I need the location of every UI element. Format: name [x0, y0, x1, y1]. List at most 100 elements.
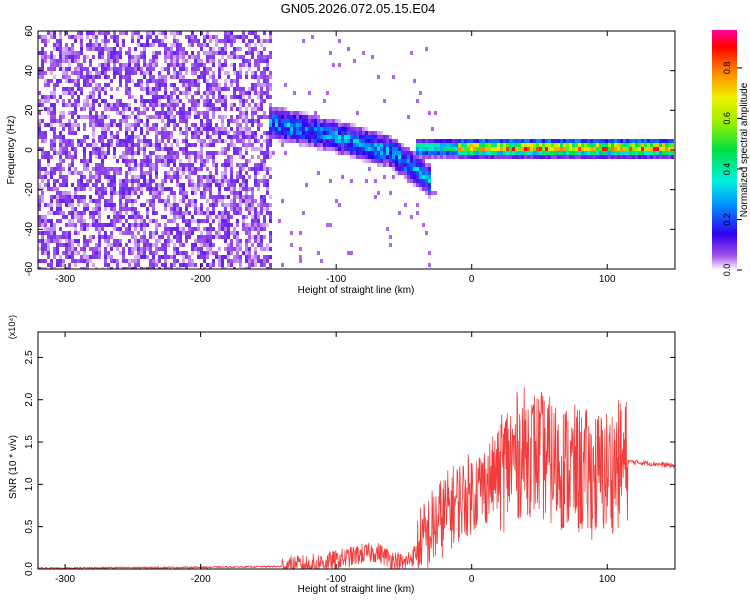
heatmap-cell [38, 259, 41, 263]
heatmap-cell [212, 203, 215, 207]
heatmap-cell [77, 143, 80, 147]
heatmap-cell [92, 107, 95, 111]
heatmap-cell [428, 147, 431, 151]
heatmap-cell [128, 115, 131, 119]
heatmap-cell [101, 235, 104, 239]
heatmap-cell [89, 259, 92, 263]
heatmap-cell [227, 183, 230, 187]
heatmap-cell [149, 259, 152, 263]
heatmap-cell [38, 91, 41, 95]
heatmap-cell [311, 115, 314, 119]
heatmap-cell [68, 219, 71, 223]
heatmap-cell [467, 143, 470, 147]
heatmap-cell [149, 171, 152, 175]
heatmap-cell [419, 151, 422, 155]
heatmap-cell [206, 115, 209, 119]
heatmap-cell [89, 95, 92, 99]
heatmap-cell [377, 159, 380, 163]
heatmap-cell [230, 199, 233, 203]
heatmap-cell [221, 175, 224, 179]
heatmap-cell [110, 119, 113, 123]
heatmap-cell [137, 119, 140, 123]
heatmap-cell [260, 103, 263, 107]
heatmap-cell [59, 259, 62, 263]
heatmap-cell [542, 155, 545, 159]
heatmap-cell [251, 235, 254, 239]
heatmap-cell [560, 155, 563, 159]
heatmap-cell [263, 179, 266, 183]
heatmap-cell [197, 183, 200, 187]
heatmap-cell [122, 75, 125, 79]
heatmap-cell [608, 147, 611, 151]
heatmap-cell [95, 155, 98, 159]
heatmap-cell [248, 87, 251, 91]
heatmap-cell [317, 115, 320, 119]
heatmap-cell [155, 187, 158, 191]
heatmap-cell [587, 143, 590, 147]
heatmap-cell [428, 151, 431, 155]
heatmap-cell [125, 71, 128, 75]
heatmap-cell [164, 123, 167, 127]
heatmap-cell [302, 131, 305, 135]
heatmap-cell [122, 267, 125, 269]
heatmap-cell [377, 143, 380, 147]
heatmap-cell [317, 147, 320, 151]
heatmap-cell [167, 119, 170, 123]
heatmap-cell [83, 267, 86, 269]
heatmap-cell [56, 243, 59, 247]
heatmap-cell [53, 247, 56, 251]
heatmap-cell [125, 227, 128, 231]
heatmap-cell [269, 215, 272, 219]
heatmap-cell [71, 215, 74, 219]
heatmap-cell [164, 67, 167, 71]
heatmap-cell [59, 159, 62, 163]
heatmap-cell [113, 243, 116, 247]
heatmap-cell [182, 131, 185, 135]
heatmap-cell [164, 95, 167, 99]
heatmap-cell [233, 255, 236, 259]
colorbar-ticks: 0.00.20.40.60.8 [722, 62, 742, 276]
heatmap-cell [194, 55, 197, 59]
heatmap-cell [308, 135, 311, 139]
heatmap-cell [128, 67, 131, 71]
heatmap-cell [269, 119, 272, 123]
heatmap-cell [167, 123, 170, 127]
heatmap-cell [284, 131, 287, 135]
heatmap-cell [77, 87, 80, 91]
heatmap-cell [242, 143, 245, 147]
heatmap-cell [239, 47, 242, 51]
heatmap-cell [167, 71, 170, 75]
heatmap-cell [632, 139, 635, 143]
heatmap-cell [605, 139, 608, 143]
heatmap-cell [74, 119, 77, 123]
heatmap-cell [599, 143, 602, 147]
heatmap-cell [272, 123, 275, 127]
heatmap-cell [476, 147, 479, 151]
heatmap-cell [362, 135, 365, 139]
heatmap-cell [128, 231, 131, 235]
heatmap-cell [506, 151, 509, 155]
heatmap-cell [107, 175, 110, 179]
heatmap-cell [251, 143, 254, 147]
heatmap-cell [188, 183, 191, 187]
heatmap-cell [425, 167, 428, 171]
heatmap-cell [533, 151, 536, 155]
heatmap-cell [620, 155, 623, 159]
heatmap-cell [188, 151, 191, 155]
heatmap-cell [608, 143, 611, 147]
heatmap-cell [158, 199, 161, 203]
heatmap-cell [125, 199, 128, 203]
heatmap-cell [293, 135, 296, 139]
heatmap-cell [134, 259, 137, 263]
heatmap-cell [284, 111, 287, 115]
heatmap-cell [167, 227, 170, 231]
heatmap-cell [101, 171, 104, 175]
heatmap-cell [638, 143, 641, 147]
heatmap-cell [587, 155, 590, 159]
heatmap-cell [485, 151, 488, 155]
heatmap-cell [233, 39, 236, 43]
heatmap-cell [311, 123, 314, 127]
heatmap-cell [245, 63, 248, 67]
heatmap-cell [119, 207, 122, 211]
heatmap-cell [572, 151, 575, 155]
